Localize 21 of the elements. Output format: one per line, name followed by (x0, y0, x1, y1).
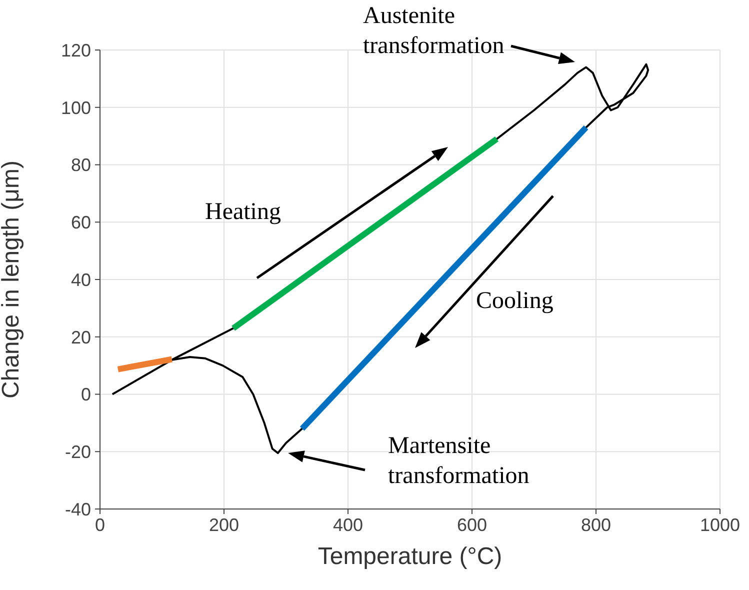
y-tick-label: 120 (60, 40, 91, 60)
y-tick-label: 100 (60, 98, 91, 118)
y-tick-label: 40 (70, 270, 91, 290)
y-tick-label: 20 (70, 327, 91, 348)
x-tick-label: 400 (332, 514, 364, 535)
y-tick-label: 60 (70, 212, 91, 233)
y-tick-label: 80 (70, 155, 91, 176)
y-tick-label: 0 (80, 384, 91, 405)
x-tick-label: 0 (94, 514, 106, 535)
x-tick-label: 1000 (700, 514, 740, 535)
x-tick-label: 600 (456, 514, 488, 535)
x-tick-label: 800 (580, 514, 612, 535)
annotation: Cooling (476, 288, 554, 314)
y-tick-label: -40 (64, 499, 91, 520)
y-tick-label: -20 (64, 442, 91, 462)
annotation: Martensite transformation (388, 432, 530, 489)
annotation: Austenite transformation (363, 2, 504, 59)
y-axis-title: Change in length (μm) (0, 160, 25, 398)
x-axis-title: Temperature (°C) (318, 543, 502, 570)
annotation: Heating (205, 198, 281, 225)
x-tick-label: 200 (208, 514, 240, 535)
